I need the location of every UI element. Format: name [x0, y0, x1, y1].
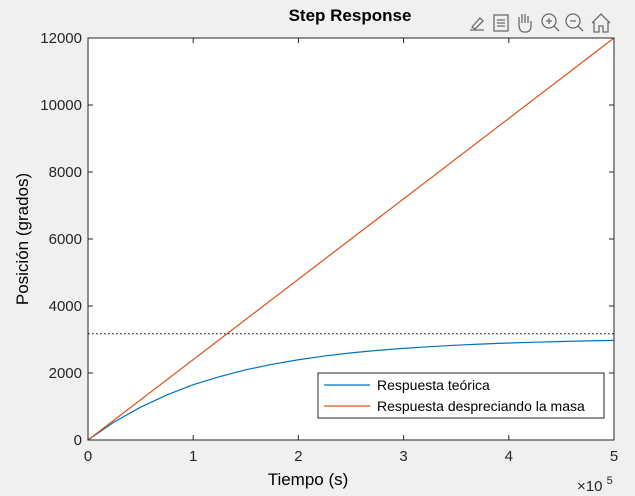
- series-line-1[interactable]: [87, 37, 615, 441]
- ticks-layer: 0 1 2 3 4 5 0 2000 4000 6000 8000 10000 12000: [40, 30, 618, 465]
- y-axis-title: Posición (grados): [13, 173, 32, 305]
- home-icon[interactable]: [588, 12, 611, 34]
- x-exponent: ×10 5: [577, 475, 613, 495]
- legend-box: [317, 372, 605, 419]
- axes-toolbar: [466, 12, 611, 34]
- y-tick-label: 4000: [49, 298, 82, 315]
- pan-hand-icon[interactable]: [514, 12, 536, 34]
- y-tick-label: 0: [74, 432, 82, 449]
- x-tick-label: 3: [399, 448, 407, 465]
- x-tick-label: 5: [610, 448, 618, 465]
- y-tick-label: 8000: [49, 164, 82, 181]
- y-tick-label: 6000: [49, 231, 82, 248]
- legend[interactable]: Respuesta teórica Respuesta despreciando…: [317, 372, 605, 419]
- chart-title: Step Response: [289, 6, 412, 25]
- x-tick-label: 0: [84, 448, 92, 465]
- datatip-icon[interactable]: [490, 12, 512, 34]
- x-exponent-base: ×10: [577, 478, 602, 495]
- legend-entry-0: Respuesta teórica: [377, 377, 490, 393]
- x-tick-label: 4: [505, 448, 513, 465]
- legend-entry-1: Respuesta despreciando la masa: [377, 398, 585, 414]
- y-tick-label: 10000: [40, 97, 82, 114]
- series-line-0[interactable]: [87, 339, 615, 441]
- x-exponent-power: 5: [607, 475, 613, 487]
- x-axis-title: Tiempo (s): [268, 470, 349, 489]
- zoom-out-icon[interactable]: [562, 12, 584, 34]
- y-tick-label: 12000: [40, 30, 82, 47]
- x-tick-label: 1: [189, 448, 197, 465]
- zoom-in-icon[interactable]: [538, 12, 560, 34]
- series-layer: [87, 37, 615, 441]
- x-tick-label: 2: [294, 448, 302, 465]
- y-tick-label: 2000: [49, 365, 82, 382]
- brush-icon[interactable]: [466, 12, 488, 34]
